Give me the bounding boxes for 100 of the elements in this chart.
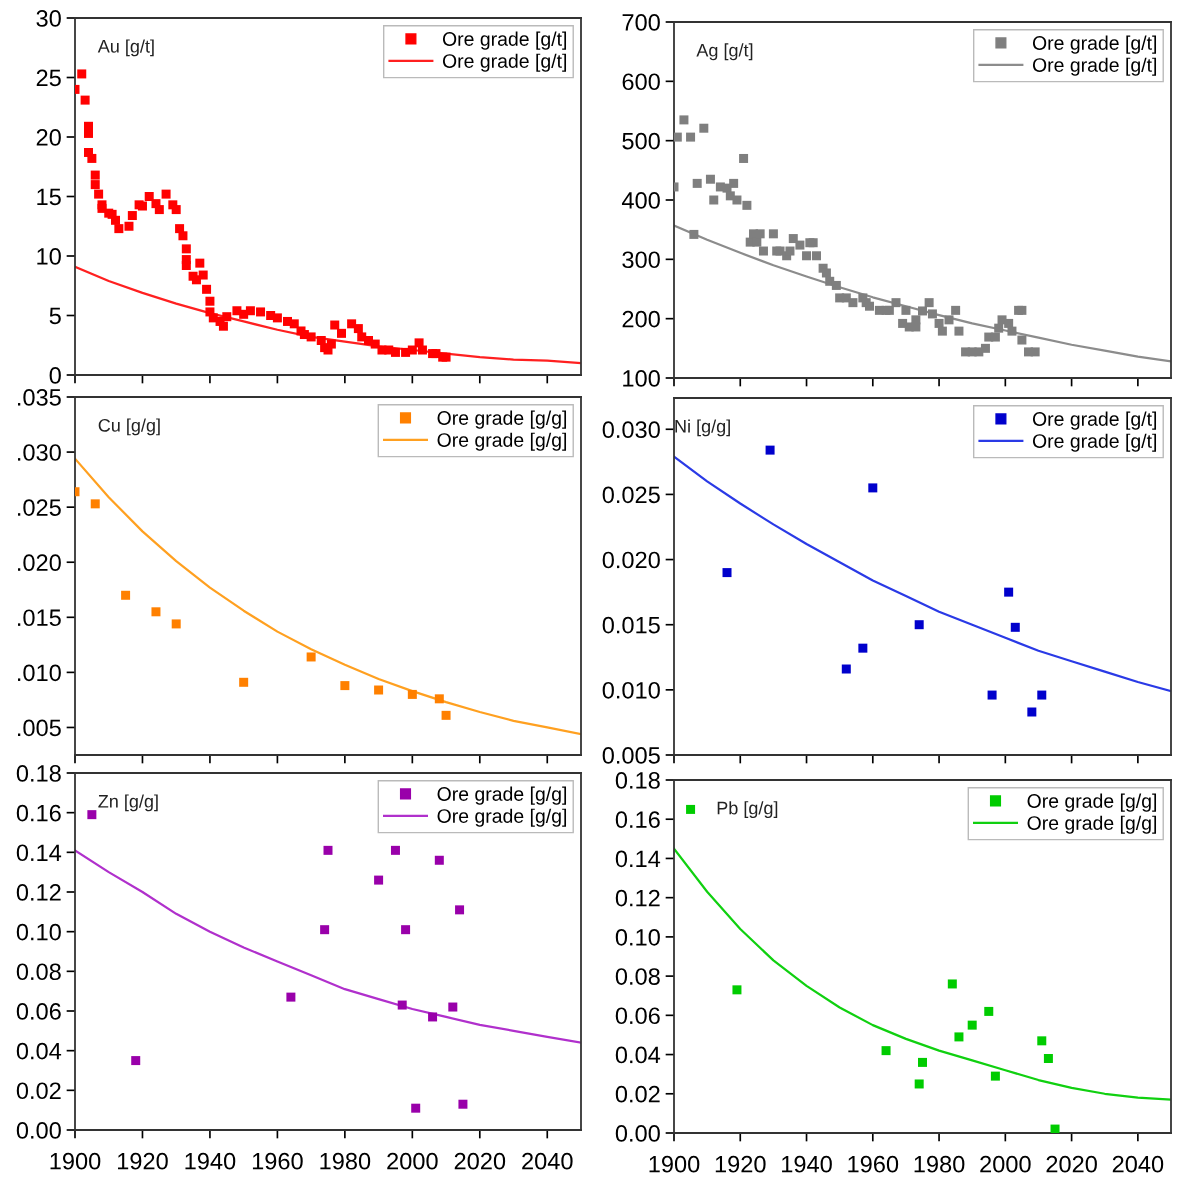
point	[990, 1071, 1000, 1081]
x-tick-label: 1960	[848, 1155, 899, 1173]
y-tick-label: 0.08	[16, 963, 61, 981]
point	[401, 925, 411, 935]
x-tick-label: 1960	[252, 1152, 303, 1170]
legend-label: Ore grade [g/t]	[1032, 433, 1157, 452]
y-tick-label: 0.08	[615, 968, 660, 985]
y-tick-label: 0.025	[602, 486, 660, 504]
point	[131, 1056, 141, 1066]
y-tick-label: 0.16	[16, 804, 61, 822]
point	[397, 1000, 407, 1010]
point	[434, 694, 444, 704]
point	[918, 1057, 927, 1067]
y-tick-label: 0.015	[602, 616, 660, 634]
text: Ag [g/t]	[696, 43, 753, 61]
y-tick-label: 0.18	[615, 772, 660, 789]
y-tick-label: 0.06	[16, 1003, 61, 1020]
legend-label: Ore grade [g/g]	[1027, 793, 1157, 812]
y-tick-label: .015	[18, 609, 61, 627]
y-tick-label: .035	[18, 389, 61, 406]
point	[374, 685, 384, 695]
y-tick-label: 0.04	[615, 1046, 661, 1064]
point	[841, 664, 851, 674]
y-tick-label: 0.06	[615, 1007, 660, 1025]
y-tick-label: 0.18	[16, 765, 61, 782]
point	[340, 681, 350, 691]
point	[686, 804, 696, 814]
point	[967, 1020, 977, 1030]
line-series	[674, 224, 1171, 363]
x-tick-label: 2020	[454, 1152, 506, 1170]
y-tick-label: 0.010	[602, 681, 660, 699]
y-tick-label: 15	[37, 188, 61, 206]
point	[914, 1079, 924, 1089]
legend-label: Ore grade [g/t]	[442, 53, 567, 72]
y-tick-label: 0.030	[602, 421, 660, 439]
y-tick-label: 0.00	[16, 1122, 61, 1139]
y-tick-label: 0.005	[602, 747, 660, 764]
x-tick-label: 2020	[1046, 1155, 1097, 1173]
y-tick-label: 500	[622, 132, 660, 150]
y-tick-label: 0.10	[615, 928, 660, 946]
y-tick-label: 200	[622, 310, 660, 328]
x-tick-label: 1900	[50, 1152, 101, 1170]
x-tick-label: 2040	[1112, 1155, 1164, 1173]
y-tick-label: 20	[36, 129, 61, 146]
y-tick-label: 0.14	[615, 850, 661, 868]
point	[914, 620, 924, 630]
point	[732, 985, 742, 995]
x-tick-label: 1980	[914, 1155, 965, 1173]
y-tick-label: 600	[622, 73, 660, 91]
x-tick-label: 1940	[185, 1152, 236, 1170]
line-series	[674, 847, 1171, 1101]
x-tick-label: 1980	[320, 1152, 371, 1170]
point	[448, 1002, 458, 1012]
y-tick-label: 0.12	[16, 884, 61, 901]
point	[306, 652, 316, 662]
y-tick-label: .025	[18, 499, 61, 516]
point	[455, 905, 465, 915]
y-tick-label: 0.10	[16, 923, 61, 941]
point	[320, 925, 330, 935]
point	[407, 689, 417, 699]
x-tick-label: 2000	[980, 1155, 1031, 1173]
legend-label: Ore grade [g/t]	[442, 31, 567, 50]
text: Ni [g/g]	[675, 419, 730, 437]
x-tick-label: 1900	[649, 1155, 700, 1173]
legend-label: Ore grade [g/t]	[1032, 57, 1157, 76]
y-tick-label: 700	[622, 14, 660, 31]
y-tick-label: 0	[49, 367, 61, 384]
point	[954, 1032, 964, 1042]
legend-label: Ore grade [g/t]	[1032, 411, 1157, 430]
y-tick-label: 0.14	[16, 844, 62, 862]
y-tick-label: .005	[18, 719, 61, 737]
point	[984, 1006, 994, 1016]
point	[171, 619, 181, 629]
y-tick-label: .030	[18, 444, 61, 461]
text: Pb [g/g]	[717, 801, 778, 819]
point	[390, 845, 400, 855]
point	[239, 677, 249, 687]
point	[441, 710, 451, 720]
y-tick-label: 0.020	[602, 551, 660, 569]
legend-label: Ore grade [g/g]	[1027, 815, 1157, 834]
text: Zn [g/g]	[98, 794, 158, 812]
y-tick-label: 0.04	[16, 1042, 62, 1060]
x-tick-label: 2040	[522, 1152, 573, 1170]
point	[1037, 690, 1047, 700]
y-tick-label: 0.00	[615, 1125, 660, 1142]
point	[1010, 622, 1020, 632]
legend-label: Ore grade [g/g]	[437, 410, 567, 429]
legend-label: Ore grade [g/g]	[437, 432, 567, 451]
point	[323, 845, 333, 855]
point	[286, 992, 296, 1002]
point	[765, 445, 775, 455]
line-series	[674, 455, 1171, 693]
text: Cu [g/g]	[98, 418, 160, 436]
text: Au [g/t]	[97, 39, 154, 57]
y-tick-label: 100	[623, 370, 660, 387]
point	[858, 643, 868, 653]
point	[458, 1099, 468, 1109]
line-series	[75, 265, 581, 365]
y-tick-label: 5	[49, 307, 61, 325]
point	[87, 810, 97, 820]
